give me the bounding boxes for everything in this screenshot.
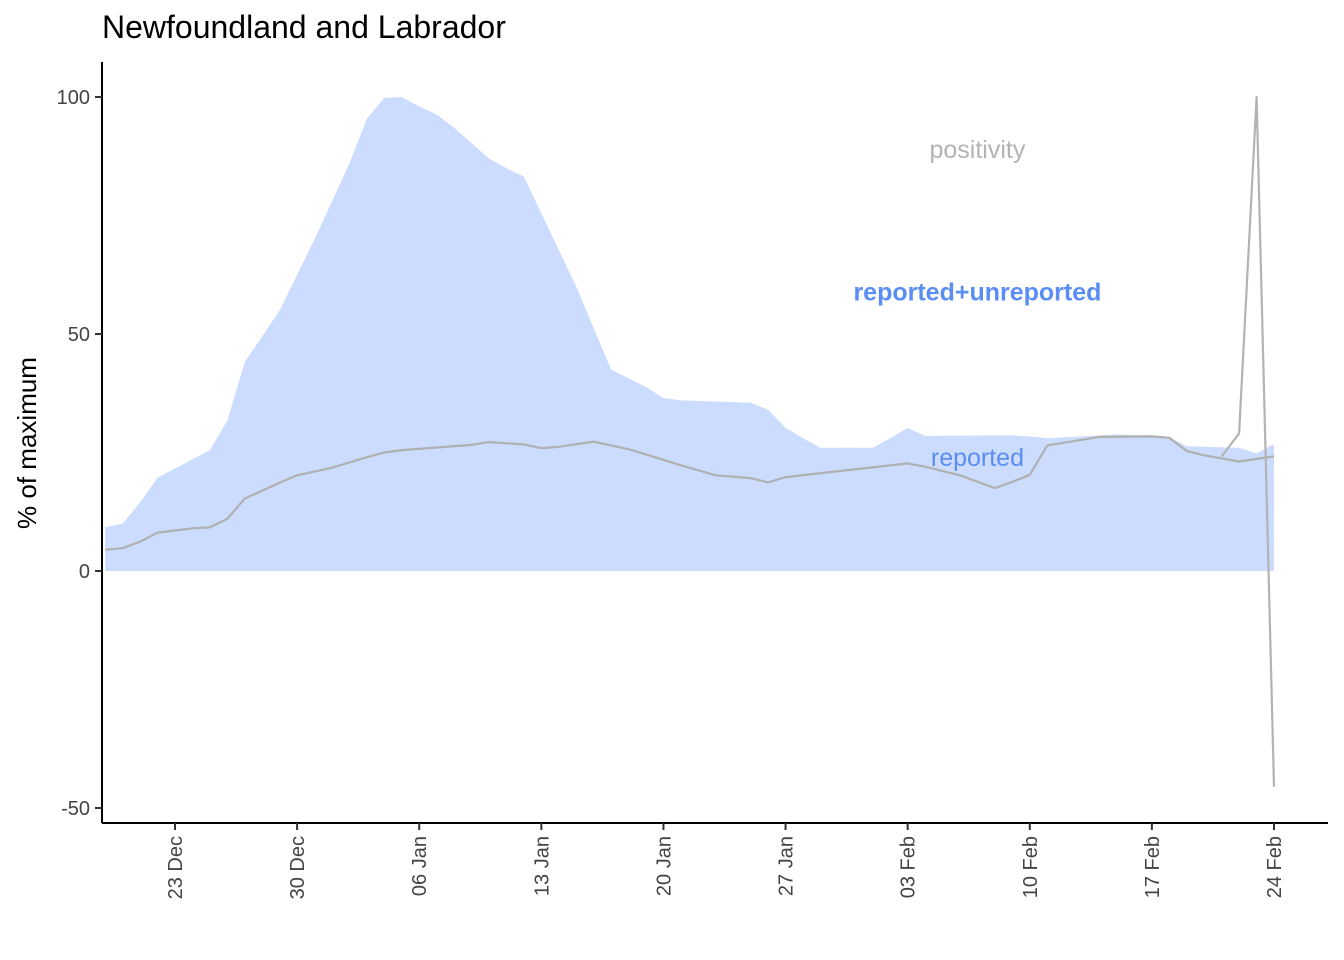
x-tick-label: 17 Feb	[1142, 836, 1164, 898]
y-tick-label: 100	[57, 87, 90, 109]
annotation-reported-unreported: reported+unreported	[853, 278, 1101, 306]
x-tick-label: 20 Jan	[653, 836, 675, 896]
annotation-positivity: positivity	[930, 136, 1026, 164]
annotations: positivity reported+unreported reported	[853, 136, 1101, 472]
chart-title: Newfoundland and Labrador	[102, 9, 506, 45]
axes: -50 0 50 100 23 Dec 30 Dec 06 Jan 13 Jan 20 Jan 2…	[57, 62, 1328, 899]
x-tick-label: 10 Feb	[1020, 836, 1042, 898]
y-axis-title: % of maximum	[12, 357, 42, 529]
x-tick-label: 13 Jan	[531, 836, 553, 896]
x-tick-label: 24 Feb	[1264, 836, 1286, 898]
x-tick-label: 03 Feb	[898, 836, 920, 898]
x-tick-label: 30 Dec	[287, 836, 309, 899]
x-tick-label: 23 Dec	[165, 836, 187, 899]
series-line-positivity	[1220, 95, 1276, 787]
series-area-reported-unreported	[105, 97, 1275, 571]
x-tick-label: 06 Jan	[409, 836, 431, 896]
chart-marks	[105, 95, 1276, 787]
annotation-reported: reported	[931, 444, 1024, 472]
x-tick-label: 27 Jan	[776, 836, 798, 896]
series-line-reported	[105, 435, 1275, 551]
y-tick-label: 0	[79, 561, 90, 583]
y-tick-label: -50	[61, 798, 90, 820]
y-tick-label: 50	[68, 324, 90, 346]
